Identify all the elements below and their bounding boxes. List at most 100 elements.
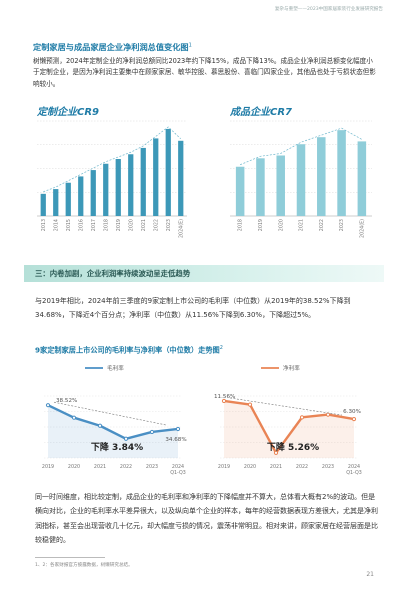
tick-label: 2021 [141, 219, 147, 231]
tick-label: 2022 [296, 464, 308, 470]
section-title: 定制家居与成品家居企业净利润总值变化图1 [33, 41, 192, 53]
bar [235, 166, 245, 216]
data-point [299, 415, 305, 420]
data-point [175, 426, 181, 432]
line-chart-title: 9家定制家居上市公司的毛利率与净利率（中位数）走势图2 [35, 345, 223, 355]
tick-label: 2019 [218, 464, 230, 470]
tick-label: 2020 [128, 219, 134, 231]
change-annotation: 下降 3.84% [91, 441, 143, 453]
page-number: 21 [366, 571, 374, 578]
tick-label: 2023 [322, 464, 334, 470]
bar [128, 154, 134, 216]
legend-label: 毛利率 [107, 364, 124, 372]
tick-label: 2022 [153, 219, 159, 231]
tick-label: 2024 [348, 464, 360, 470]
data-point [247, 402, 253, 407]
analysis-paragraph: 同一时间维度，相比较定制，成品企业的毛利率和净利率的下降幅度并不算大，总体看大概… [35, 493, 378, 545]
section-title-text: 定制家居与成品家居企业净利润总值变化图 [33, 42, 189, 52]
chart-gross-margin: 毛利率 38.52% 34.68% 下降 3.84% 2019 2020 2021 2022 2… [42, 364, 187, 476]
tick-label: 2020 [68, 464, 80, 470]
series-area [224, 400, 354, 458]
chart-net-margin: 净利率 11.56% 6.30% 下降 5.26% 2019 2020 2021 2022 20… [214, 364, 362, 476]
bar [65, 182, 71, 216]
chart-finished-cr7: 成品企业CR7 2018 2019 2020 2021 2022 2023 2024(E) [229, 106, 372, 238]
tick-label: 2019 [42, 464, 54, 470]
tick-label: 2015 [66, 219, 72, 231]
tick-label: 2016 [78, 219, 84, 231]
bar-charts: 定制企业CR9 2013 2014 2015 2016 2017 2018 2019 2020 2… [36, 106, 372, 238]
data-point [97, 423, 103, 428]
margin-paragraph: 与2019年相比，2024年前三季度的9家定制上市公司的毛利率（中位数）从201… [35, 297, 351, 320]
bar [178, 140, 184, 216]
tick-label: 2018 [238, 219, 244, 231]
data-label-end: 6.30% [343, 409, 361, 415]
data-label-end: 34.68% [165, 437, 186, 443]
bar [140, 147, 146, 216]
bar [153, 138, 159, 216]
bar [165, 128, 171, 216]
tick-label: 2024(E) [359, 219, 365, 238]
banner-title: 三：内卷加剧，企业利润率持续波动呈走低趋势 [35, 269, 191, 278]
data-point [149, 429, 155, 435]
data-point [351, 416, 357, 422]
tick-label: 2018 [103, 219, 109, 231]
trend-arrow [53, 401, 167, 426]
tick-label-sub: Q1-Q3 [170, 470, 186, 476]
bar [276, 155, 285, 216]
intro-paragraph: 树懒预测，2024年定制企业的净利润总额同比2023年约下降15%，成品下降13… [33, 57, 376, 88]
tick-label: 2024(E) [178, 219, 184, 238]
footnote-ref: 1 [188, 42, 192, 49]
tick-label: 2021 [94, 464, 106, 470]
data-point [325, 412, 331, 417]
line-chart-title-text: 9家定制家居上市公司的毛利率与净利率（中位数）走势图 [35, 345, 220, 355]
bar [103, 163, 109, 216]
page-header: 复杂与重塑——2023中国家居家装行业发展研究报告 [274, 7, 383, 12]
tick-label: 2021 [270, 464, 282, 470]
section-banner: 三：内卷加剧，企业利润率持续波动呈走低趋势 [24, 265, 384, 282]
trend-line [240, 127, 363, 166]
footnote: 1、2：各家财报官方披露数据，树懒研究总结。 [35, 563, 133, 568]
tick-label: 2024 [172, 464, 184, 470]
data-label-start: 38.52% [56, 398, 77, 404]
tick-label: 2022 [120, 464, 132, 470]
footnote-ref-2: 2 [219, 345, 223, 351]
bar [317, 137, 326, 216]
tick-label: 2019 [116, 219, 122, 231]
legend-label: 净利率 [283, 364, 300, 372]
bar [357, 141, 367, 216]
bar [115, 159, 121, 216]
tick-label: 2023 [166, 219, 172, 231]
bar [78, 176, 84, 216]
tick-label: 2013 [41, 219, 47, 231]
bar [296, 144, 306, 216]
tick-label: 2017 [91, 219, 97, 231]
trend-arrow [229, 397, 343, 416]
bar [40, 193, 46, 216]
tick-label-sub: Q1-Q3 [346, 470, 362, 476]
line-charts: 毛利率 38.52% 34.68% 下降 3.84% 2019 2020 2021 2022 2… [42, 364, 362, 476]
tick-label: 2020 [244, 464, 256, 470]
data-point [273, 450, 279, 455]
trend-line [43, 126, 181, 193]
tick-label: 2021 [299, 219, 305, 231]
data-point [45, 403, 51, 408]
tick-label: 2019 [258, 219, 264, 231]
tick-label: 2023 [339, 219, 345, 231]
series-line [223, 399, 355, 455]
footnote-divider [35, 557, 105, 558]
series-area [48, 405, 178, 458]
data-point [71, 415, 77, 420]
tick-label: 2020 [278, 219, 284, 231]
tick-label: 2022 [319, 219, 325, 231]
tick-label: 2023 [146, 464, 158, 470]
data-point [123, 436, 129, 441]
data-point [221, 398, 227, 404]
chart-title: 成品企业CR7 [229, 106, 292, 118]
tick-label: 2014 [53, 219, 59, 231]
bar [337, 130, 346, 216]
bar [256, 158, 265, 216]
chart-title: 定制企业CR9 [36, 106, 99, 118]
bar [90, 170, 96, 216]
series-line [47, 404, 179, 440]
change-annotation: 下降 5.26% [267, 441, 319, 453]
